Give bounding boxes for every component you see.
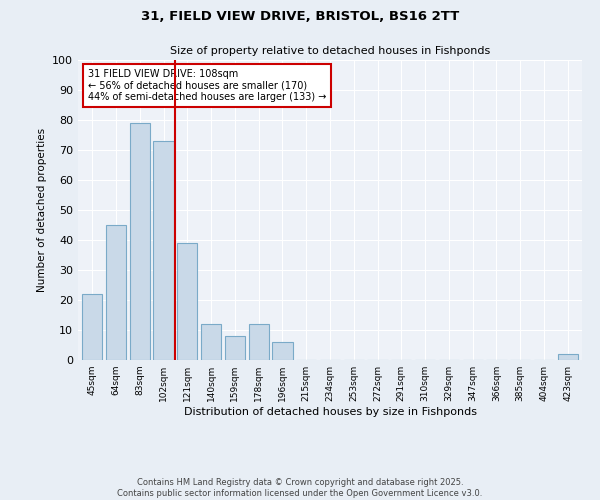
Bar — [557, 354, 578, 360]
Bar — [201, 324, 221, 360]
Text: 31, FIELD VIEW DRIVE, BRISTOL, BS16 2TT: 31, FIELD VIEW DRIVE, BRISTOL, BS16 2TT — [141, 10, 459, 23]
X-axis label: Distribution of detached houses by size in Fishponds: Distribution of detached houses by size … — [184, 407, 476, 417]
Title: Size of property relative to detached houses in Fishponds: Size of property relative to detached ho… — [170, 46, 490, 56]
Text: Contains HM Land Registry data © Crown copyright and database right 2025.
Contai: Contains HM Land Registry data © Crown c… — [118, 478, 482, 498]
Bar — [130, 123, 150, 360]
Bar — [177, 243, 197, 360]
Bar — [154, 141, 173, 360]
Text: 31 FIELD VIEW DRIVE: 108sqm
← 56% of detached houses are smaller (170)
44% of se: 31 FIELD VIEW DRIVE: 108sqm ← 56% of det… — [88, 69, 326, 102]
Bar — [225, 336, 245, 360]
Y-axis label: Number of detached properties: Number of detached properties — [37, 128, 47, 292]
Bar — [248, 324, 269, 360]
Bar — [82, 294, 103, 360]
Bar — [106, 225, 126, 360]
Bar — [272, 342, 293, 360]
